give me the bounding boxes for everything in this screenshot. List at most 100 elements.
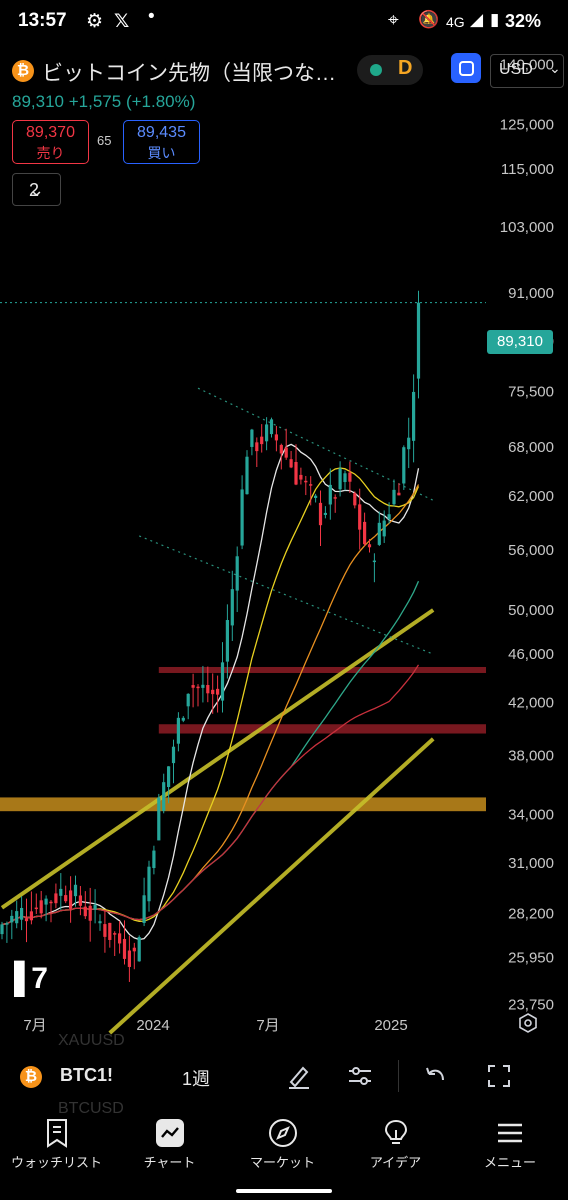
ghost-symbol-below: BTCUSD [58,1100,124,1117]
moving-average-line [1,484,420,925]
compare-button[interactable] [451,53,481,83]
candle-body [323,512,327,515]
price-axis-tick: 31,000 [508,855,554,872]
buy-button[interactable]: 89,435 買い [123,120,200,164]
candle-body [269,419,274,435]
candle-body [333,497,337,499]
time-axis-tick: 2025 [374,1017,407,1034]
candle-body [338,468,342,490]
candle-body [309,484,313,486]
candle-body [314,495,318,499]
time-axis: 7月 2024 7月 2025 [23,1017,407,1034]
symbol-search-button[interactable]: BTC1! [60,1065,113,1085]
candle-body [196,686,200,689]
candle-body [260,436,264,445]
nav-ideas[interactable]: アイデア [339,1112,452,1171]
price-axis-tick: 140,000 [500,57,554,74]
candle-body [147,866,151,902]
price-change-pct: (+1.80%) [125,92,196,111]
trendline-lower [108,737,435,1035]
undo-icon[interactable] [423,1062,449,1090]
candle-body [167,766,171,788]
candle-body [343,473,347,483]
candle-body [265,424,269,442]
candle-body [132,947,136,952]
candle-body [230,589,234,626]
price-chart[interactable]: 140,000125,000115,000103,00091,00083,000… [0,0,568,1040]
candle-body [372,560,376,563]
market-open-dot-icon [370,64,382,76]
time-axis-tick: 7月 [256,1017,279,1034]
candle-body [353,493,357,506]
candle-body [103,924,107,937]
candle-body [93,904,97,910]
gear-icon: ⚙ [86,11,104,32]
nav-watchlist[interactable]: ウォッチリスト [0,1112,113,1171]
drawing-tools-icon[interactable] [285,1062,313,1090]
candle-body [392,489,396,505]
channel-upper [197,387,434,501]
toolbar-divider [398,1060,399,1092]
battery-icon: ▮ [490,10,500,29]
candle-body [328,484,332,505]
chevron-down-icon: ⌄ [549,60,561,76]
indicators-icon[interactable] [346,1062,374,1090]
nav-menu[interactable]: メニュー [452,1112,568,1171]
price-axis-tick: 103,000 [500,219,554,236]
candle-body [397,492,401,496]
candle-body [20,907,24,920]
watchlist-icon [46,1119,67,1148]
candle-body [363,521,367,545]
nav-chart[interactable]: チャート [113,1112,226,1171]
candle-body [24,918,29,922]
home-indicator[interactable] [236,1189,332,1193]
status-time: 13:57 [18,10,67,31]
fullscreen-icon[interactable] [487,1064,511,1088]
candle-body [152,850,156,869]
candle-body [216,688,220,695]
price-axis-tick: 50,000 [508,602,554,619]
candle-body [157,797,161,841]
candle-body [122,938,127,959]
price-axis-tick: 125,000 [500,117,554,134]
candles-layer [0,290,421,982]
candle-body [118,933,122,944]
candle-body [39,900,43,914]
candle-body [142,895,146,923]
candle-body [294,461,298,485]
candle-body [191,685,195,688]
candle-body [88,905,92,921]
price-axis: 140,000125,000115,000103,00091,00083,000… [500,57,554,1014]
candle-body [15,911,19,924]
price-axis-tick: 68,000 [508,439,554,456]
candle-body [83,906,87,917]
battery-level: 32% [505,11,542,31]
candle-body [220,662,225,701]
chart-settings-icon[interactable] [518,1013,538,1033]
candle-body [162,782,166,811]
candle-body [358,504,362,530]
nav-markets[interactable]: マーケット [226,1112,339,1171]
tradingview-logo-icon: ▌7 [14,962,48,995]
candle-body [176,717,180,744]
symbol-title[interactable]: ビットコイン先物（当限つな… [42,62,336,85]
currency-select[interactable]: USD ⌄ [490,54,564,88]
candle-body [211,689,215,695]
nav-label: チャート [143,1155,196,1170]
sell-button[interactable]: 89,370 売り [12,120,89,164]
indicators-toggle-button[interactable]: ⌄ 2 [12,173,61,206]
buy-price: 89,435 [137,124,186,141]
price-change: +1,575 [68,92,122,111]
candle-body [73,884,78,897]
spread-value: 65 [97,133,112,148]
market-status-pill[interactable] [357,55,423,85]
candle-body [5,923,9,925]
buy-label: 買い [147,145,176,161]
candle-body [235,556,239,591]
candle-body [137,937,141,962]
candle-body [44,898,48,905]
candle-body [113,933,117,935]
price-zone [158,666,487,673]
time-axis-tick: 7月 [23,1017,46,1034]
interval-button[interactable]: 1週 [182,1069,211,1089]
